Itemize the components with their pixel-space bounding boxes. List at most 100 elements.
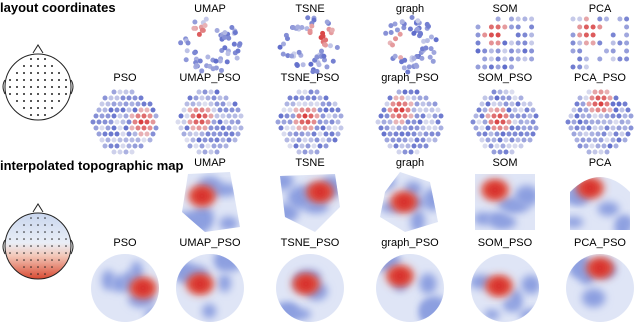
node bbox=[114, 143, 120, 149]
node bbox=[320, 101, 326, 107]
node bbox=[509, 113, 515, 119]
panel-label: PCA_PSO bbox=[574, 237, 626, 249]
node bbox=[102, 131, 108, 137]
topo-map bbox=[276, 254, 344, 322]
node bbox=[494, 143, 500, 149]
node bbox=[217, 143, 223, 149]
node bbox=[111, 137, 117, 143]
node bbox=[503, 125, 509, 131]
node bbox=[193, 107, 199, 113]
node bbox=[628, 113, 634, 119]
node bbox=[93, 125, 99, 131]
node bbox=[470, 119, 476, 125]
node bbox=[317, 95, 323, 101]
electrode bbox=[58, 238, 60, 240]
node bbox=[590, 24, 596, 30]
node bbox=[473, 113, 479, 119]
node bbox=[402, 89, 408, 95]
node bbox=[509, 101, 515, 107]
node bbox=[625, 107, 631, 113]
node bbox=[577, 64, 583, 70]
node bbox=[388, 23, 394, 29]
node bbox=[506, 131, 512, 137]
node bbox=[497, 125, 503, 131]
node bbox=[111, 89, 117, 95]
electrode bbox=[44, 245, 46, 247]
node bbox=[234, 55, 240, 61]
node bbox=[617, 40, 623, 46]
blob bbox=[519, 308, 539, 322]
node bbox=[290, 113, 296, 119]
topo-map bbox=[380, 172, 438, 232]
node bbox=[583, 131, 589, 137]
node bbox=[196, 149, 202, 155]
blob bbox=[475, 212, 492, 226]
node bbox=[405, 69, 411, 75]
blob bbox=[486, 212, 508, 227]
electrode bbox=[58, 100, 60, 102]
node bbox=[409, 15, 415, 21]
electrode bbox=[51, 107, 53, 109]
panel-label: SOM_PSO bbox=[478, 72, 533, 84]
node bbox=[316, 62, 322, 68]
node bbox=[595, 95, 601, 101]
node bbox=[500, 107, 506, 113]
electrode bbox=[23, 107, 25, 109]
node bbox=[144, 119, 150, 125]
node bbox=[287, 131, 293, 137]
electrode bbox=[44, 238, 46, 240]
node bbox=[574, 125, 580, 131]
panel-label: SOM bbox=[492, 3, 517, 15]
node bbox=[213, 58, 219, 64]
node bbox=[597, 56, 603, 62]
node bbox=[589, 131, 595, 137]
electrode bbox=[30, 238, 32, 240]
electrode bbox=[30, 217, 32, 219]
node bbox=[577, 32, 583, 38]
node bbox=[529, 16, 535, 22]
node bbox=[601, 131, 607, 137]
electrode bbox=[44, 58, 46, 60]
node bbox=[595, 131, 601, 137]
node bbox=[622, 125, 628, 131]
blob bbox=[101, 269, 115, 291]
node bbox=[429, 131, 435, 137]
node bbox=[482, 32, 488, 38]
node bbox=[570, 40, 576, 46]
hot-core bbox=[397, 196, 411, 208]
node bbox=[580, 125, 586, 131]
node bbox=[299, 143, 305, 149]
node bbox=[290, 101, 296, 107]
node bbox=[494, 95, 500, 101]
node bbox=[433, 37, 439, 43]
electrode bbox=[51, 93, 53, 95]
panel-label: TSNE_PSO bbox=[281, 72, 340, 84]
node bbox=[226, 137, 232, 143]
electrode bbox=[9, 238, 11, 240]
electrode bbox=[44, 107, 46, 109]
node bbox=[211, 95, 217, 101]
node bbox=[568, 125, 574, 131]
node bbox=[102, 95, 108, 101]
node bbox=[482, 143, 488, 149]
node bbox=[607, 119, 613, 125]
electrode bbox=[37, 107, 39, 109]
node bbox=[129, 113, 135, 119]
panel-label: PSO bbox=[113, 237, 137, 249]
electrode bbox=[16, 100, 18, 102]
node bbox=[583, 119, 589, 125]
node bbox=[515, 16, 521, 22]
node bbox=[184, 101, 190, 107]
node bbox=[217, 119, 223, 125]
node bbox=[622, 101, 628, 107]
node bbox=[223, 119, 229, 125]
electrode bbox=[16, 259, 18, 261]
node bbox=[203, 16, 209, 22]
node bbox=[592, 89, 598, 95]
node bbox=[287, 95, 293, 101]
node bbox=[393, 119, 399, 125]
node bbox=[396, 149, 402, 155]
node bbox=[135, 137, 141, 143]
node bbox=[205, 95, 211, 101]
node bbox=[475, 32, 481, 38]
